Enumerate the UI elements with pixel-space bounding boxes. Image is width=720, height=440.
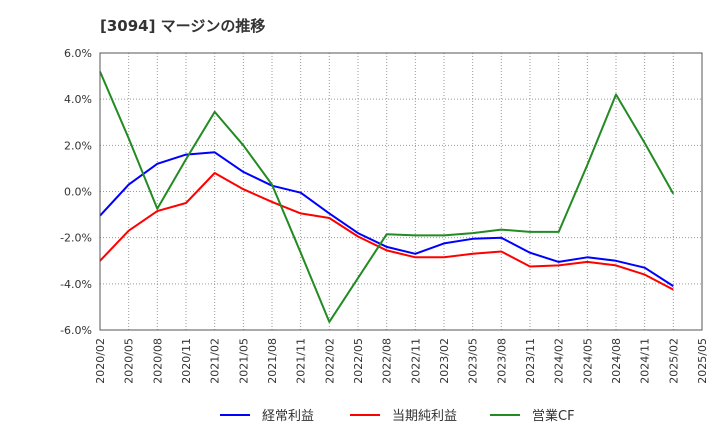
x-tick-label: 2024/08 [610, 338, 623, 384]
x-tick-label: 2023/11 [524, 338, 537, 384]
x-tick-label: 2020/08 [151, 338, 164, 384]
x-tick-label: 2020/05 [123, 338, 136, 384]
y-tick-label: 2.0% [64, 139, 92, 152]
legend: 経常利益 当期純利益 営業CF [220, 408, 575, 424]
legend-label: 経常利益 [262, 409, 314, 424]
y-tick-label: -2.0% [60, 232, 92, 245]
legend-label: 営業CF [532, 408, 575, 424]
x-tick-label: 2024/11 [639, 338, 652, 384]
y-tick-label: 4.0% [64, 93, 92, 106]
y-axis-ticks: 6.0% 4.0% 2.0% 0.0% -2.0% -4.0% -6.0% [60, 47, 92, 337]
x-tick-label: 2022/11 [409, 338, 422, 384]
y-tick-label: -6.0% [60, 324, 92, 337]
x-tick-label: 2024/02 [553, 338, 566, 384]
x-tick-label: 2021/02 [209, 338, 222, 384]
x-tick-label: 2022/05 [352, 338, 365, 384]
y-tick-label: 0.0% [64, 186, 92, 199]
y-tick-label: 6.0% [64, 47, 92, 60]
series-lines [99, 71, 675, 323]
legend-label: 当期純利益 [392, 409, 457, 424]
x-tick-label: 2023/08 [495, 338, 508, 384]
x-tick-label: 2024/05 [581, 338, 594, 384]
x-tick-label: 2020/02 [94, 338, 107, 384]
x-tick-label: 2025/05 [696, 338, 709, 384]
x-tick-label: 2020/11 [180, 338, 193, 384]
x-axis-ticks: 2020/02 2020/05 2020/08 2020/11 2021/02 2021/… [94, 338, 709, 384]
x-tick-label: 2022/08 [381, 338, 394, 384]
x-tick-label: 2022/02 [323, 338, 336, 384]
x-tick-label: 2023/05 [467, 338, 480, 384]
series-line [99, 71, 675, 323]
x-tick-label: 2021/11 [295, 338, 308, 384]
x-tick-label: 2023/02 [438, 338, 451, 384]
plot-frame [99, 52, 703, 331]
series-line [99, 172, 674, 291]
x-tick-label: 2025/02 [667, 338, 680, 384]
series-line [99, 151, 674, 287]
x-tick-label: 2021/08 [266, 338, 279, 384]
x-tick-label: 2021/05 [237, 338, 250, 384]
y-tick-label: -4.0% [60, 278, 92, 291]
chart-title: [3094] マージンの推移 [100, 17, 266, 35]
grid [100, 52, 702, 331]
